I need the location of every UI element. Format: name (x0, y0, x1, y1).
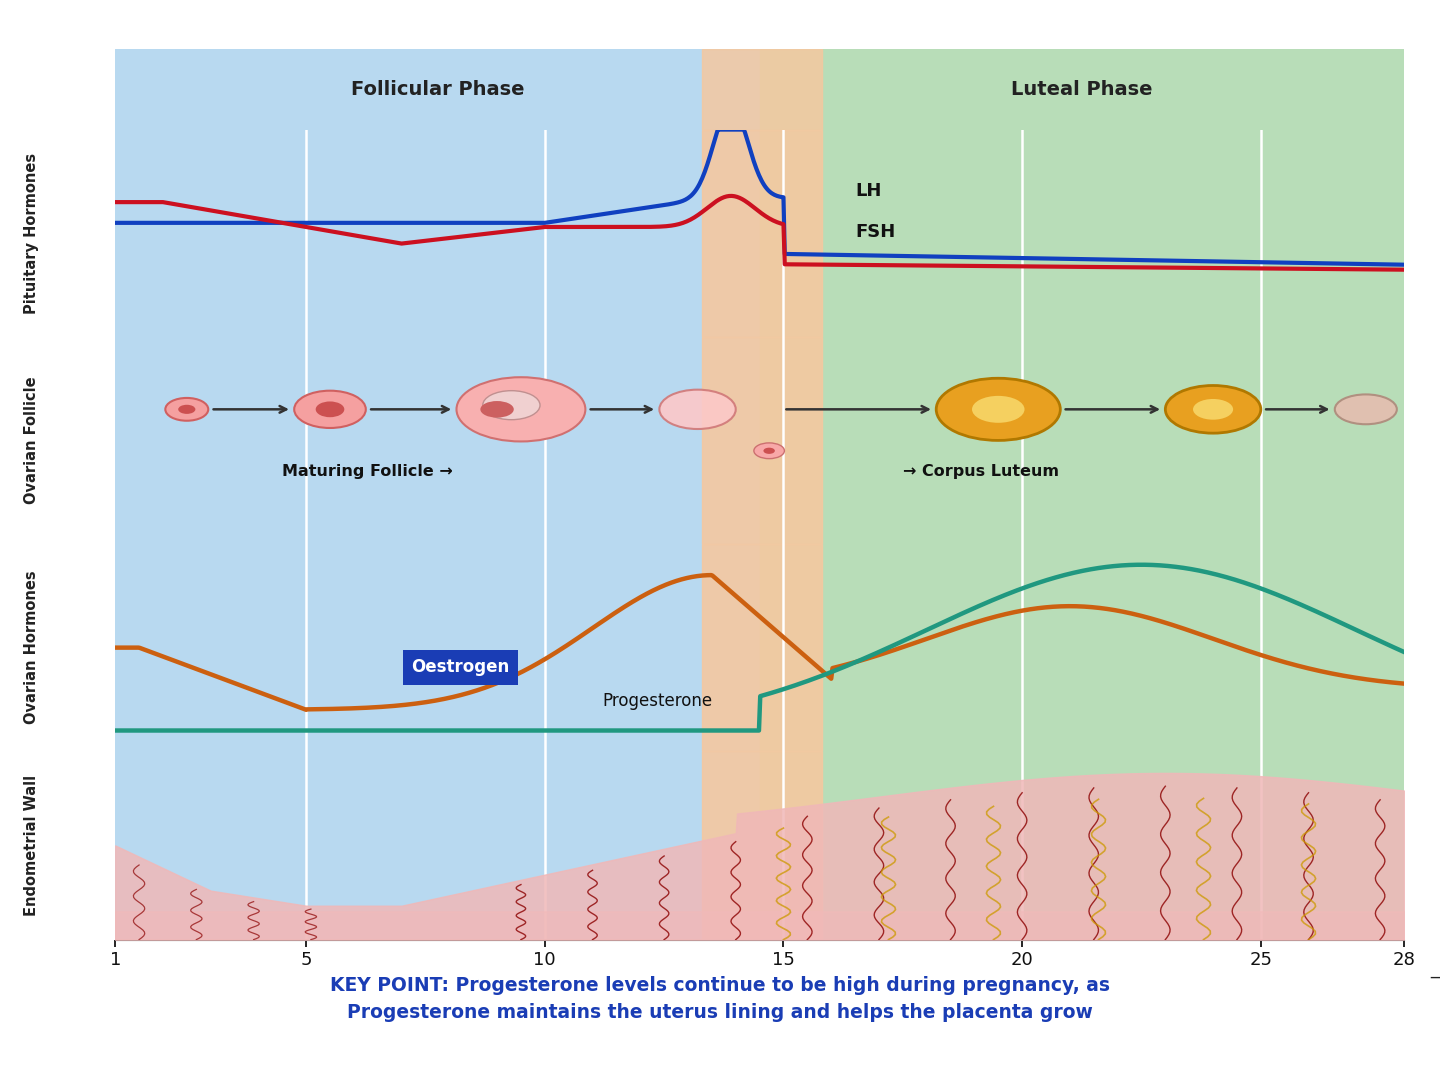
Bar (115, 752, 760, 940)
Ellipse shape (179, 405, 196, 414)
Bar (760, 544, 1404, 752)
Text: Ovarian Hormones: Ovarian Hormones (24, 571, 39, 725)
Ellipse shape (1335, 394, 1397, 424)
Text: Luteal Phase: Luteal Phase (1011, 80, 1152, 98)
Bar (115, 544, 760, 752)
Bar (760, 752, 1404, 940)
Bar (703, 49, 822, 130)
Text: FSH: FSH (855, 224, 896, 241)
Bar (703, 544, 822, 752)
Ellipse shape (763, 448, 775, 454)
Ellipse shape (294, 391, 366, 428)
Text: — Day: — Day (1430, 968, 1440, 986)
Text: LH: LH (855, 181, 881, 200)
Bar (703, 337, 822, 544)
Text: Pituitary Hormones: Pituitary Hormones (24, 152, 39, 314)
Bar (703, 130, 822, 337)
Ellipse shape (456, 377, 586, 442)
Bar (115, 130, 760, 337)
Text: KEY POINT: Progesterone levels continue to be high during pregnancy, as
Progeste: KEY POINT: Progesterone levels continue … (330, 976, 1110, 1022)
Ellipse shape (482, 391, 540, 420)
Text: Endometrial Wall: Endometrial Wall (24, 774, 39, 916)
Bar (760, 49, 1404, 130)
Bar (115, 49, 760, 130)
Text: Progesterone: Progesterone (602, 691, 713, 710)
Bar (115, 337, 760, 544)
Text: → Corpus Luteum: → Corpus Luteum (903, 464, 1058, 480)
Ellipse shape (972, 396, 1024, 422)
Bar (760, 130, 1404, 337)
Text: Ovarian Follicle: Ovarian Follicle (24, 377, 39, 504)
Ellipse shape (1165, 386, 1261, 433)
Ellipse shape (936, 378, 1060, 441)
Text: Maturing Follicle →: Maturing Follicle → (282, 464, 454, 480)
Text: Follicular Phase: Follicular Phase (351, 80, 524, 98)
Text: Oestrogen: Oestrogen (412, 659, 510, 676)
Ellipse shape (1192, 399, 1233, 420)
Bar (703, 752, 822, 940)
Bar (760, 337, 1404, 544)
Ellipse shape (481, 401, 514, 418)
Ellipse shape (755, 443, 785, 459)
Ellipse shape (315, 402, 344, 417)
Ellipse shape (660, 390, 736, 429)
Ellipse shape (166, 397, 209, 421)
